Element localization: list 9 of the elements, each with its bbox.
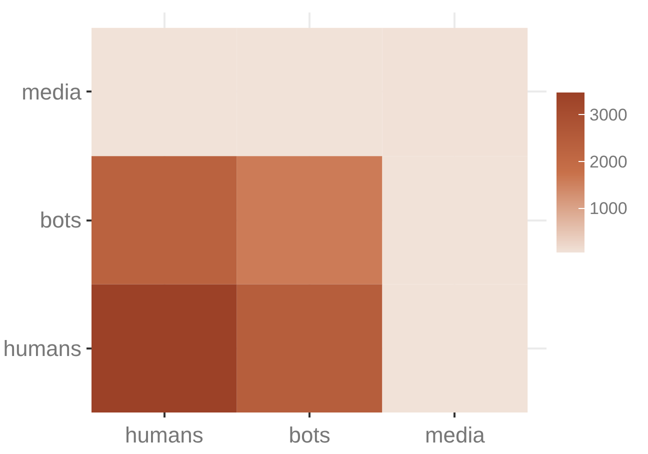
- color-bar-label: 3000: [590, 105, 628, 124]
- y-tick-label: media: [22, 79, 82, 104]
- x-tick-label: bots: [288, 422, 330, 448]
- color-bar-label: 2000: [590, 152, 628, 172]
- color-bar-label: 1000: [590, 199, 628, 218]
- y-tick-label: humans: [3, 336, 82, 361]
- x-tick-label: media: [424, 422, 486, 448]
- x-tick-label: humans: [125, 422, 204, 448]
- y-tick-label: bots: [40, 208, 82, 233]
